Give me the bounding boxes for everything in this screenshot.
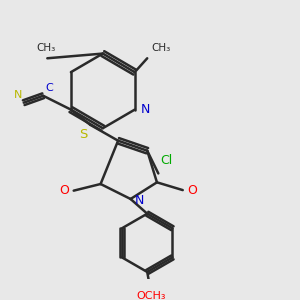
Text: N: N (141, 103, 150, 116)
Text: Cl: Cl (160, 154, 173, 166)
Text: O: O (60, 184, 70, 197)
Text: N: N (14, 90, 22, 100)
Text: N: N (135, 194, 144, 207)
Text: OCH₃: OCH₃ (136, 291, 166, 300)
Text: S: S (79, 128, 88, 141)
Text: C: C (45, 83, 53, 93)
Text: CH₃: CH₃ (36, 43, 56, 53)
Text: O: O (187, 184, 197, 196)
Text: CH₃: CH₃ (152, 43, 171, 53)
